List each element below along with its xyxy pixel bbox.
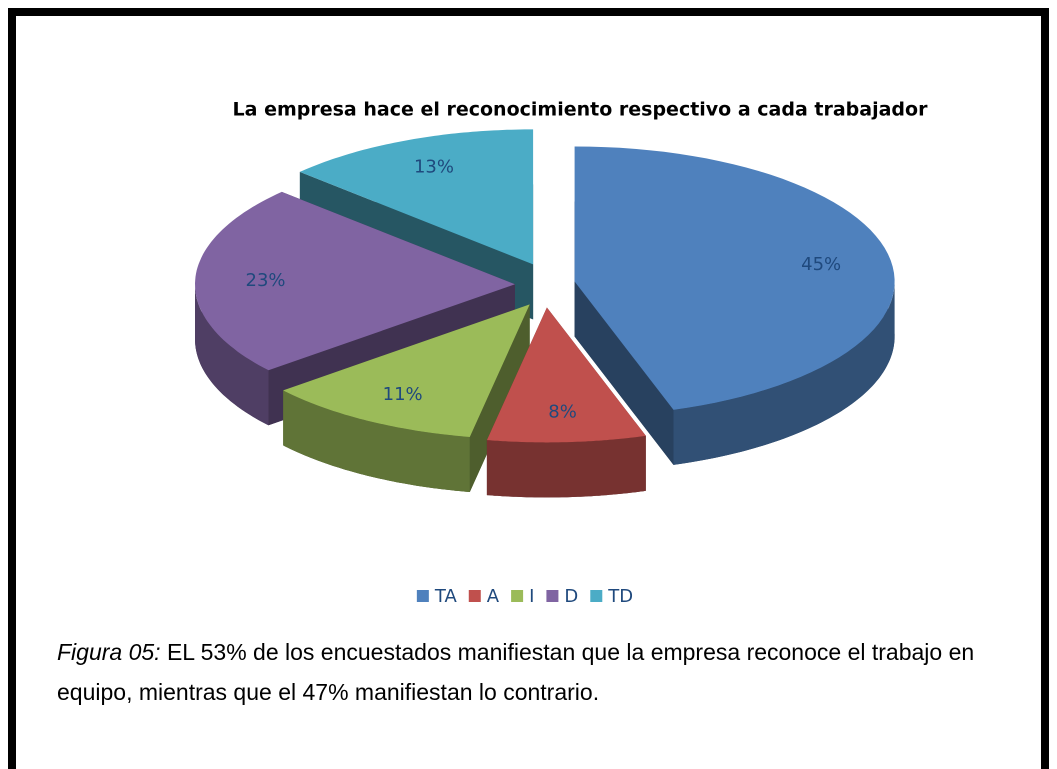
value-label: 8%: [548, 402, 577, 423]
legend-swatch: [511, 590, 524, 602]
chart-title: La empresa hace el reconocimiento respec…: [233, 99, 929, 121]
slice-top: [574, 146, 895, 410]
legend-label: TD: [607, 586, 633, 607]
legend-swatch: [546, 590, 559, 602]
slice-top: [299, 129, 534, 265]
value-label: 45%: [801, 254, 841, 275]
value-label: 11%: [383, 384, 423, 405]
legend-swatch: [416, 590, 429, 602]
legend-label: I: [529, 586, 534, 607]
value-label: 23%: [246, 270, 286, 291]
slice-outer-wall: [486, 435, 646, 498]
slice: [574, 146, 895, 465]
value-label: 13%: [414, 157, 454, 178]
slice-top: [283, 304, 530, 437]
slice-outer-wall: [283, 390, 470, 492]
legend-label: TA: [434, 586, 458, 607]
slice: [283, 304, 530, 492]
slice-outer-wall: [195, 284, 269, 426]
slice-top: [486, 307, 646, 443]
slice-radial-wall: [574, 281, 674, 465]
legend-swatch: [590, 590, 603, 602]
legend-swatch: [468, 590, 481, 602]
caption-text: EL 53% de los encuestados manifiestan qu…: [57, 639, 975, 705]
slice: [486, 307, 646, 498]
slice-top: [195, 191, 515, 371]
caption: Figura 05: EL 53% de los encuestados man…: [57, 632, 1017, 712]
caption-label: Figura 05:: [57, 639, 161, 665]
slice-outer-wall: [673, 281, 895, 465]
frame: [8, 8, 1049, 769]
legend-label: A: [487, 586, 500, 607]
legend-label: D: [564, 586, 578, 607]
